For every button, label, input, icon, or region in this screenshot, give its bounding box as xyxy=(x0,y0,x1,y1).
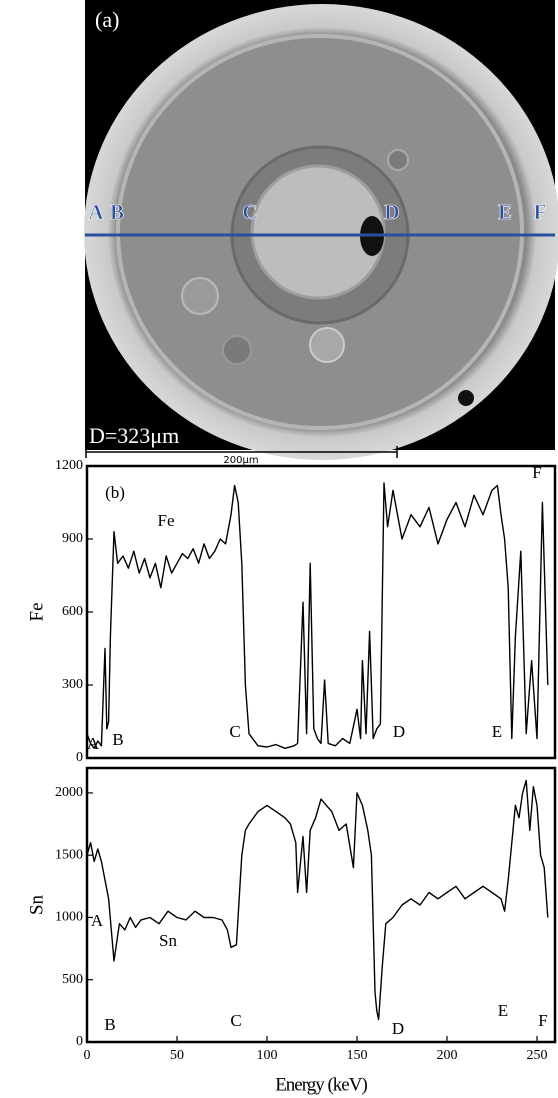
y-tick-label: 2000 xyxy=(55,785,83,800)
y-tick-label: 600 xyxy=(62,604,83,619)
x-tick-label: 50 xyxy=(170,1048,184,1063)
line-label: D xyxy=(384,200,399,224)
x-axis-label: Energy (keV) xyxy=(275,1074,367,1095)
annotation: C xyxy=(230,1011,241,1030)
x-tick-label: 0 xyxy=(84,1048,91,1063)
plot-frame xyxy=(87,768,555,1042)
annotation: C xyxy=(229,722,240,741)
series-label: Sn xyxy=(159,931,177,950)
micrograph: (a) D=323μm 200μm xyxy=(84,0,558,466)
scale-bar-label: 200μm xyxy=(223,455,258,466)
annotation: A xyxy=(91,911,104,930)
y-tick-label: 500 xyxy=(62,972,83,987)
line-label: A xyxy=(88,200,104,224)
y-axis-label: Fe xyxy=(26,603,47,622)
annotation: B xyxy=(112,730,123,749)
data-line xyxy=(87,483,548,748)
y-tick-label: 900 xyxy=(62,531,83,546)
annotation: F xyxy=(538,1011,547,1030)
line-label: E xyxy=(498,200,512,224)
annotation: F xyxy=(532,463,541,482)
x-tick-label: 100 xyxy=(257,1048,278,1063)
line-label: B xyxy=(110,200,124,224)
data-line xyxy=(87,781,548,1020)
y-tick-label: 1200 xyxy=(55,458,83,473)
x-tick-label: 250 xyxy=(527,1048,548,1063)
x-tick-label: 200 xyxy=(437,1048,458,1063)
line-label: C xyxy=(242,200,257,224)
annotation: (b) xyxy=(105,483,125,502)
y-axis-label: Sn xyxy=(26,894,47,915)
y-tick-label: 0 xyxy=(76,750,83,765)
diameter-label: D=323μm xyxy=(89,423,179,448)
annotation: D xyxy=(392,1019,404,1038)
figure: (a) D=323μm 200μm ABCDEF03006009001200Fe… xyxy=(0,0,558,1098)
y-tick-label: 0 xyxy=(76,1034,83,1049)
panel-label: (a) xyxy=(95,7,119,32)
annotation: D xyxy=(393,722,405,741)
annotation: E xyxy=(498,1001,508,1020)
x-tick-label: 150 xyxy=(347,1048,368,1063)
annotation: B xyxy=(104,1015,115,1034)
annotation: E xyxy=(492,722,502,741)
y-tick-label: 300 xyxy=(62,677,83,692)
series-label: Fe xyxy=(158,511,175,530)
y-tick-label: 1500 xyxy=(55,847,83,862)
line-label: F xyxy=(534,200,547,224)
y-tick-label: 1000 xyxy=(55,910,83,925)
